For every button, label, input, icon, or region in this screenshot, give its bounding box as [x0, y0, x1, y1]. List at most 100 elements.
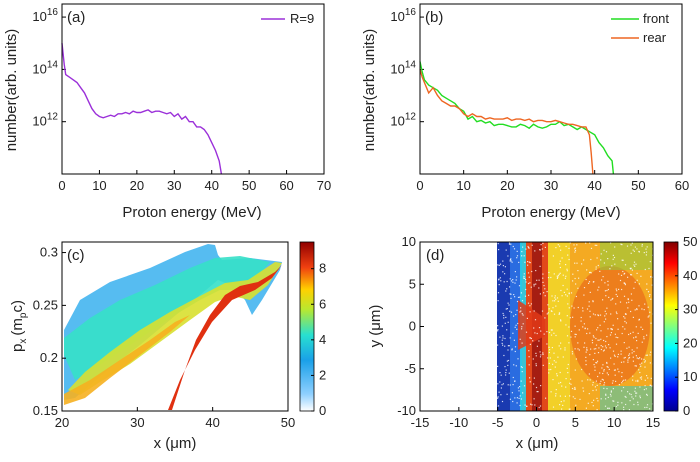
- speckle-dot: [540, 385, 542, 387]
- speckle-dot: [607, 366, 609, 368]
- speckle-dot: [627, 391, 629, 393]
- x-tick-label: 30: [544, 178, 558, 193]
- speckle-dot: [605, 340, 607, 343]
- speckle-dot: [555, 334, 557, 337]
- speckle-dot: [501, 325, 503, 327]
- speckle-dot: [603, 339, 605, 342]
- speckle-dot: [554, 297, 556, 299]
- speckle-dot: [534, 404, 536, 406]
- speckle-dot: [633, 261, 636, 263]
- speckle-dot: [606, 388, 608, 390]
- speckle-dot: [551, 347, 553, 349]
- speckle-dot: [515, 314, 517, 316]
- panel-a-label: (a): [67, 9, 85, 26]
- speckle-dot: [594, 352, 596, 354]
- speckle-dot: [505, 249, 507, 251]
- speckle-dot: [513, 364, 515, 366]
- speckle-dot: [631, 352, 633, 354]
- speckle-dot: [612, 350, 615, 352]
- speckle-dot: [569, 408, 571, 410]
- speckle-dot: [540, 330, 542, 332]
- speckle-dot: [639, 397, 641, 399]
- speckle-dot: [570, 383, 572, 385]
- speckle-dot: [595, 344, 598, 346]
- speckle-dot: [512, 281, 514, 283]
- speckle-dot: [651, 403, 653, 405]
- speckle-dot: [600, 398, 602, 400]
- speckle-dot: [535, 283, 537, 285]
- speckle-dot: [638, 250, 640, 253]
- speckle-dot: [497, 300, 499, 302]
- speckle-dot: [503, 317, 505, 319]
- speckle-dot: [630, 252, 632, 254]
- speckle-dot: [561, 257, 563, 259]
- speckle-dot: [549, 357, 551, 359]
- speckle-dot: [498, 391, 500, 393]
- colorbar-tick-label: 50: [683, 234, 697, 249]
- speckle-dot: [599, 372, 601, 374]
- speckle-dot: [553, 313, 556, 315]
- speckle-dot: [562, 274, 564, 276]
- speckle-dot: [623, 282, 625, 284]
- speckle-dot: [628, 357, 630, 359]
- speckle-dot: [600, 338, 602, 340]
- speckle-dot: [616, 295, 618, 297]
- speckle-dot: [556, 373, 558, 375]
- x-tick-label: 30: [167, 178, 181, 193]
- speckle-dot: [602, 276, 604, 278]
- speckle-dot: [617, 353, 619, 355]
- speckle-dot: [507, 349, 509, 351]
- speckle-dot: [521, 300, 524, 302]
- speckle-dot: [502, 383, 504, 385]
- speckle-dot: [614, 333, 616, 335]
- colorbar-tick-label: 20: [683, 335, 697, 350]
- speckle-dot: [635, 365, 637, 367]
- speckle-dot: [621, 402, 623, 404]
- speckle-dot: [512, 384, 514, 386]
- speckle-dot: [515, 365, 517, 367]
- speckle-dot: [531, 270, 533, 273]
- speckle-dot: [608, 368, 610, 370]
- speckle-dot: [636, 279, 638, 281]
- speckle-dot: [563, 400, 565, 402]
- speckle-dot: [640, 376, 643, 378]
- speckle-dot: [560, 342, 562, 344]
- speckle-dot: [589, 332, 591, 334]
- speckle-dot: [523, 385, 526, 387]
- speckle-dot: [529, 282, 531, 284]
- speckle-dot: [546, 313, 548, 315]
- speckle-dot: [520, 307, 522, 309]
- heatmap-region-red-core: [570, 266, 650, 386]
- speckle-dot: [507, 255, 509, 257]
- speckle-dot: [574, 336, 576, 338]
- speckle-dot: [595, 337, 597, 340]
- speckle-dot: [509, 278, 511, 280]
- speckle-dot: [586, 269, 588, 271]
- speckle-dot: [547, 277, 550, 279]
- panel-b-legend: front rear: [611, 11, 669, 45]
- speckle-dot: [617, 368, 619, 370]
- speckle-dot: [550, 368, 552, 371]
- speckle-dot: [638, 283, 640, 285]
- speckle-dot: [621, 382, 623, 384]
- speckle-dot: [568, 293, 570, 295]
- speckle-dot: [627, 361, 629, 363]
- speckle-dot: [630, 293, 632, 295]
- speckle-dot: [517, 322, 519, 325]
- speckle-dot: [588, 301, 590, 303]
- speckle-dot: [552, 379, 554, 381]
- speckle-dot: [562, 284, 564, 287]
- speckle-dot: [610, 391, 612, 393]
- speckle-dot: [639, 371, 641, 374]
- speckle-dot: [528, 247, 530, 249]
- speckle-dot: [644, 303, 646, 305]
- speckle-dot: [625, 313, 627, 315]
- speckle-dot: [559, 395, 561, 397]
- speckle-dot: [607, 396, 609, 398]
- speckle-dot: [576, 244, 578, 246]
- speckle-dot: [607, 280, 609, 282]
- speckle-dot: [531, 404, 533, 406]
- speckle-dot: [519, 311, 521, 313]
- speckle-dot: [575, 358, 577, 360]
- speckle-dot: [548, 331, 551, 334]
